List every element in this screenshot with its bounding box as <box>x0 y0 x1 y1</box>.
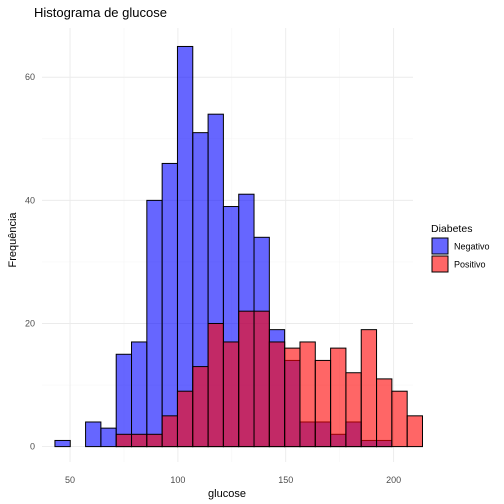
y-tick-label: 40 <box>25 195 35 205</box>
bar-negativo <box>115 353 133 448</box>
bar-negativo <box>100 427 117 448</box>
bar-positivo <box>345 372 362 448</box>
bar-positivo <box>330 347 347 448</box>
bar-positivo <box>161 415 178 448</box>
legend: Diabetes Negativo Positivo <box>431 223 490 273</box>
bar-positivo <box>238 310 255 448</box>
bar-positivo <box>391 390 408 448</box>
bar-positivo <box>253 310 270 448</box>
bar-positivo <box>131 433 148 448</box>
bar-negativo <box>176 45 194 448</box>
legend-key-negativo <box>431 237 449 255</box>
chart-title: Histograma de glucose <box>34 5 167 20</box>
bars <box>54 45 423 448</box>
bar-negativo <box>146 199 163 448</box>
x-tick-label: 50 <box>65 475 75 485</box>
bar-positivo <box>115 433 133 448</box>
x-axis-ticks: 50 100 150 200 <box>65 475 401 485</box>
bar-positivo <box>299 341 316 448</box>
bar-negativo <box>54 439 71 448</box>
legend-label-positivo: Positivo <box>454 260 486 270</box>
bar-positivo <box>406 415 423 448</box>
bar-positivo <box>207 322 224 448</box>
bar-positivo <box>268 341 286 448</box>
bar-positivo <box>284 347 301 448</box>
legend-key-positivo <box>431 255 449 273</box>
bar-positivo <box>314 359 332 448</box>
bar-negativo <box>85 421 102 448</box>
legend-title: Diabetes <box>431 223 472 235</box>
x-tick-label: 100 <box>170 475 185 485</box>
bar-positivo <box>192 366 209 448</box>
x-tick-label: 200 <box>386 475 401 485</box>
x-tick-label: 150 <box>278 475 293 485</box>
x-axis-title: glucose <box>208 488 246 500</box>
bar-positivo <box>176 390 194 448</box>
bar-positivo <box>222 341 240 448</box>
y-axis-title: Frequência <box>7 212 19 268</box>
y-tick-label: 20 <box>25 318 35 328</box>
y-axis-ticks: 0 20 40 60 <box>25 72 35 451</box>
legend-label-negativo: Negativo <box>454 242 490 252</box>
bar-positivo <box>376 378 393 448</box>
y-tick-label: 60 <box>25 72 35 82</box>
bar-negativo <box>131 341 148 448</box>
bar-positivo <box>146 433 163 448</box>
bar-negativo <box>161 162 178 448</box>
bar-positivo <box>360 329 378 448</box>
y-tick-label: 0 <box>30 442 35 452</box>
